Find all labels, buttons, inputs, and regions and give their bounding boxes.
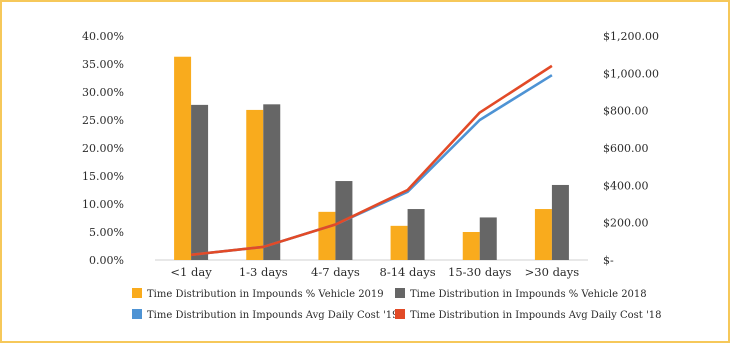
bar-2018 xyxy=(407,209,425,260)
legend-label: Time Distribution in Impounds Avg Daily … xyxy=(147,310,398,321)
line-avg-daily-cost-18 xyxy=(190,64,553,257)
x-axis-category-label: 15-30 days xyxy=(448,265,512,279)
bar-2019 xyxy=(174,56,192,260)
x-axis-category-label: 1-3 days xyxy=(239,265,288,279)
right-axis-tick-label: $800.00 xyxy=(603,105,649,118)
bar-2018 xyxy=(263,104,281,260)
legend-label: Time Distribution in Impounds % Vehicle … xyxy=(147,289,384,300)
bar-2019 xyxy=(318,211,336,260)
bar-2019 xyxy=(246,109,264,260)
left-axis-tick-label: 35.00% xyxy=(82,58,124,71)
bar-2018 xyxy=(479,217,497,260)
right-axis-tick-label: $1,200.00 xyxy=(603,30,659,43)
bar-2018 xyxy=(191,104,209,260)
right-axis-tick-label: $- xyxy=(603,254,614,267)
right-axis-tick-label: $200.00 xyxy=(603,217,649,230)
left-axis-tick-label: 5.00% xyxy=(89,226,124,239)
left-axis-tick-label: 15.00% xyxy=(82,170,124,183)
left-axis-tick-label: 30.00% xyxy=(82,86,124,99)
bar-2019 xyxy=(390,225,408,260)
left-axis-tick-label: 25.00% xyxy=(82,114,124,127)
left-axis-tick-label: 20.00% xyxy=(82,142,124,155)
x-axis-category-label: >30 days xyxy=(525,265,580,279)
legend-swatch xyxy=(395,309,405,319)
left-axis-tick-label: 40.00% xyxy=(82,30,124,43)
bar-2019 xyxy=(534,209,552,260)
x-axis-category-label: <1 day xyxy=(170,265,212,279)
bar-2018 xyxy=(551,184,569,260)
left-axis-tick-label: 10.00% xyxy=(82,198,124,211)
legend-swatch xyxy=(132,309,142,319)
legend-swatch xyxy=(132,288,142,298)
x-axis-category-label: 4-7 days xyxy=(311,265,360,279)
right-axis-tick-label: $1,000.00 xyxy=(603,67,659,80)
left-axis-tick-label: 0.00% xyxy=(89,254,124,267)
right-axis-tick-label: $600.00 xyxy=(603,142,649,155)
bar-2019 xyxy=(462,232,480,260)
legend-label: Time Distribution in Impounds % Vehicle … xyxy=(410,289,647,300)
legend-label: Time Distribution in Impounds Avg Daily … xyxy=(410,310,661,321)
x-axis-category-label: 8-14 days xyxy=(380,265,436,279)
right-axis-tick-label: $400.00 xyxy=(603,179,649,192)
legend-swatch xyxy=(395,288,405,298)
